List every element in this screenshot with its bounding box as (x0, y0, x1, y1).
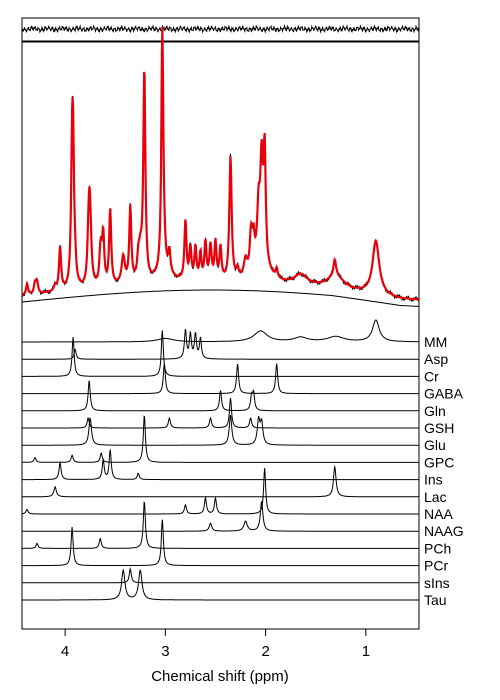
series-line-cr (22, 330, 419, 376)
series-line-tau (22, 570, 419, 600)
x-axis: 4 3 2 1 (61, 629, 370, 660)
series-line-asp (22, 329, 419, 359)
metabolite-basis-series (22, 320, 419, 600)
x-tick-label-3: 3 (161, 643, 169, 660)
series-label-glu: Glu (424, 437, 446, 453)
series-line-gpc (22, 416, 419, 462)
series-label-lac: Lac (424, 489, 447, 505)
series-line-pch (22, 502, 419, 548)
fit-spectrum-line (22, 27, 419, 300)
fit-region (22, 25, 419, 306)
series-label-gaba: GABA (424, 386, 464, 402)
series-line-mm (22, 320, 419, 342)
series-label-mm: MM (424, 334, 447, 350)
series-label-naag: NAAG (424, 523, 464, 539)
series-line-pcr (22, 520, 419, 566)
series-label-gln: Gln (424, 403, 446, 419)
series-label-pcr: PCr (424, 558, 448, 574)
series-line-gsh (22, 398, 419, 428)
x-axis-label: Chemical shift (ppm) (151, 668, 289, 685)
x-tick-label-1: 1 (362, 643, 370, 660)
series-label-pch: PCh (424, 540, 451, 556)
series-line-naag (22, 501, 419, 531)
series-label-naa: NAA (424, 506, 453, 522)
series-line-sins (22, 569, 419, 583)
series-line-gaba (22, 364, 419, 394)
series-label-asp: Asp (424, 351, 448, 367)
series-label-tau: Tau (424, 592, 447, 608)
x-tick-label-2: 2 (261, 643, 269, 660)
series-label-cr: Cr (424, 368, 439, 384)
baseline-curve (22, 290, 419, 306)
series-line-ins (22, 450, 419, 480)
series-line-naa (22, 468, 419, 514)
series-label-sins: sIns (424, 575, 450, 591)
series-label-gsh: GSH (424, 420, 454, 436)
residual-trace (22, 26, 419, 33)
data-spectrum-line (22, 25, 419, 301)
series-label-gpc: GPC (424, 454, 454, 470)
series-line-lac (22, 467, 419, 497)
x-tick-label-4: 4 (61, 643, 69, 660)
series-line-gln (22, 381, 419, 411)
series-label-ins: Ins (424, 472, 443, 488)
series-line-glu (22, 415, 419, 445)
main-panel-frame (22, 42, 419, 629)
